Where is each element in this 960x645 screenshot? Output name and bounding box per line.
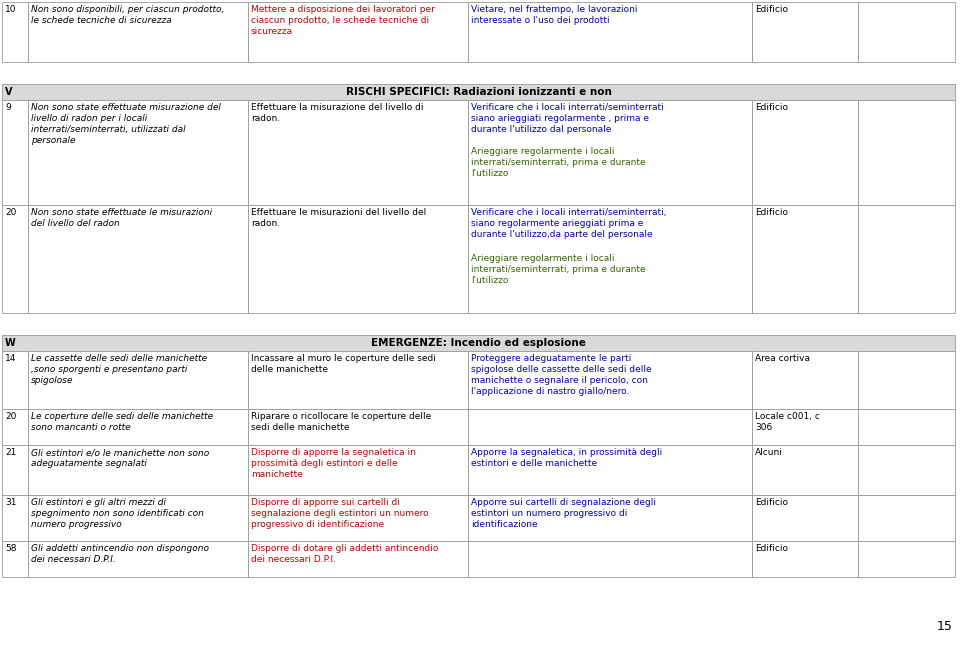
- Text: Verificare che i locali interrati/seminterrati
siano arieggiati regolarmente , p: Verificare che i locali interrati/semint…: [471, 103, 663, 134]
- Bar: [468, 205, 752, 313]
- Text: Le cassette delle sedi delle manichette
,sono sporgenti e presentano parti
spigo: Le cassette delle sedi delle manichette …: [31, 354, 207, 385]
- Bar: [28, 100, 248, 205]
- Text: Proteggere adeguatamente le parti
spigolose delle cassette delle sedi delle
mani: Proteggere adeguatamente le parti spigol…: [471, 354, 652, 396]
- Bar: [468, 495, 752, 541]
- Bar: [2, 205, 28, 313]
- Text: Gli estintori e gli altri mezzi di
spegnimento non sono identificati con
numero : Gli estintori e gli altri mezzi di spegn…: [31, 498, 204, 529]
- Text: Edificio: Edificio: [755, 103, 788, 112]
- Bar: [248, 495, 468, 541]
- Text: Edificio: Edificio: [755, 5, 788, 14]
- Text: Area cortiva: Area cortiva: [755, 354, 810, 363]
- Text: Disporre di dotare gli addetti antincendio
dei necessari D.P.I.: Disporre di dotare gli addetti antincend…: [251, 544, 439, 564]
- Text: Apporre la segnaletica, in prossimità degli
estintori e delle manichette: Apporre la segnaletica, in prossimità de…: [471, 448, 662, 468]
- Text: Mettere a disposizione dei lavoratori per
ciascun prodotto, le schede tecniche d: Mettere a disposizione dei lavoratori pe…: [251, 5, 435, 36]
- Text: 20: 20: [5, 208, 16, 217]
- Bar: [2, 335, 955, 351]
- Text: Disporre di apporre la segnaletica in
prossimità degli estintori e delle
maniche: Disporre di apporre la segnaletica in pr…: [251, 448, 416, 479]
- Text: 15: 15: [937, 620, 953, 633]
- Bar: [752, 205, 858, 313]
- Bar: [2, 2, 28, 62]
- Text: Gli estintori e/o le manichette non sono
adeguatamente segnalati: Gli estintori e/o le manichette non sono…: [31, 448, 209, 468]
- Text: 20: 20: [5, 412, 16, 421]
- Bar: [28, 2, 248, 62]
- Bar: [2, 445, 28, 495]
- Bar: [858, 445, 955, 495]
- Text: Non sono state effettuate misurazione del
livello di radon per i locali
interrat: Non sono state effettuate misurazione de…: [31, 103, 221, 145]
- Text: Gli addetti antincendio non dispongono
dei necessari D.P.I.: Gli addetti antincendio non dispongono d…: [31, 544, 209, 564]
- Bar: [858, 2, 955, 62]
- Bar: [468, 445, 752, 495]
- Bar: [752, 495, 858, 541]
- Text: EMERGENZE: Incendio ed esplosione: EMERGENZE: Incendio ed esplosione: [372, 338, 586, 348]
- Bar: [2, 84, 955, 100]
- Text: W: W: [5, 338, 15, 348]
- Text: 9: 9: [5, 103, 11, 112]
- Text: Effettuare la misurazione del livello di
radon.: Effettuare la misurazione del livello di…: [251, 103, 423, 123]
- Bar: [2, 100, 28, 205]
- Text: Disporre di apporre sui cartelli di
segnalazione degli estintori un numero
progr: Disporre di apporre sui cartelli di segn…: [251, 498, 428, 529]
- Bar: [248, 445, 468, 495]
- Bar: [248, 541, 468, 577]
- Text: Verificare che i locali interrati/seminterrati,
siano regolarmente arieggiati pr: Verificare che i locali interrati/semint…: [471, 208, 666, 239]
- Text: 10: 10: [5, 5, 16, 14]
- Text: Le coperture delle sedi delle manichette
sono mancanti o rotte: Le coperture delle sedi delle manichette…: [31, 412, 213, 432]
- Bar: [858, 351, 955, 409]
- Bar: [752, 100, 858, 205]
- Bar: [468, 541, 752, 577]
- Text: 31: 31: [5, 498, 16, 507]
- Text: Effettuare le misurazioni del livello del
radon.: Effettuare le misurazioni del livello de…: [251, 208, 426, 228]
- Bar: [2, 495, 28, 541]
- Bar: [248, 205, 468, 313]
- Bar: [858, 495, 955, 541]
- Text: Alcuni: Alcuni: [755, 448, 782, 457]
- Bar: [28, 205, 248, 313]
- Text: Locale c001, c
306: Locale c001, c 306: [755, 412, 820, 432]
- Bar: [858, 541, 955, 577]
- Bar: [752, 2, 858, 62]
- Bar: [752, 351, 858, 409]
- Bar: [752, 445, 858, 495]
- Bar: [468, 409, 752, 445]
- Bar: [858, 409, 955, 445]
- Bar: [2, 409, 28, 445]
- Text: 14: 14: [5, 354, 16, 363]
- Text: Arieggiare regolarmente i locali
interrati/seminterrati, prima e durante
l'utili: Arieggiare regolarmente i locali interra…: [471, 147, 646, 178]
- Text: Riparare o ricollocare le coperture delle
sedi delle manichette: Riparare o ricollocare le coperture dell…: [251, 412, 431, 432]
- Bar: [2, 351, 28, 409]
- Bar: [468, 351, 752, 409]
- Text: 21: 21: [5, 448, 16, 457]
- Bar: [248, 2, 468, 62]
- Text: 58: 58: [5, 544, 16, 553]
- Bar: [468, 100, 752, 205]
- Bar: [2, 541, 28, 577]
- Bar: [468, 2, 752, 62]
- Bar: [752, 541, 858, 577]
- Bar: [858, 205, 955, 313]
- Bar: [248, 100, 468, 205]
- Text: Vietare, nel frattempo, le lavorazioni
interessate o l'uso dei prodotti: Vietare, nel frattempo, le lavorazioni i…: [471, 5, 637, 25]
- Text: Arieggiare regolarmente i locali
interrati/seminterrati, prima e durante
l'utili: Arieggiare regolarmente i locali interra…: [471, 254, 646, 285]
- Bar: [248, 409, 468, 445]
- Text: Non sono state effettuate le misurazioni
del livello del radon: Non sono state effettuate le misurazioni…: [31, 208, 212, 228]
- Bar: [28, 351, 248, 409]
- Bar: [858, 100, 955, 205]
- Bar: [28, 541, 248, 577]
- Text: Non sono disponibili, per ciascun prodotto,
le schede tecniche di sicurezza: Non sono disponibili, per ciascun prodot…: [31, 5, 225, 25]
- Bar: [28, 445, 248, 495]
- Bar: [248, 351, 468, 409]
- Bar: [28, 495, 248, 541]
- Text: Incassare al muro le coperture delle sedi
delle manichette: Incassare al muro le coperture delle sed…: [251, 354, 436, 374]
- Text: Edificio: Edificio: [755, 208, 788, 217]
- Bar: [28, 409, 248, 445]
- Bar: [752, 409, 858, 445]
- Text: V: V: [5, 87, 12, 97]
- Text: Apporre sui cartelli di segnalazione degli
estintori un numero progressivo di
id: Apporre sui cartelli di segnalazione deg…: [471, 498, 656, 529]
- Text: Edificio: Edificio: [755, 544, 788, 553]
- Text: Edificio: Edificio: [755, 498, 788, 507]
- Text: RISCHI SPECIFICI: Radiazioni ionizzanti e non: RISCHI SPECIFICI: Radiazioni ionizzanti …: [346, 87, 612, 97]
